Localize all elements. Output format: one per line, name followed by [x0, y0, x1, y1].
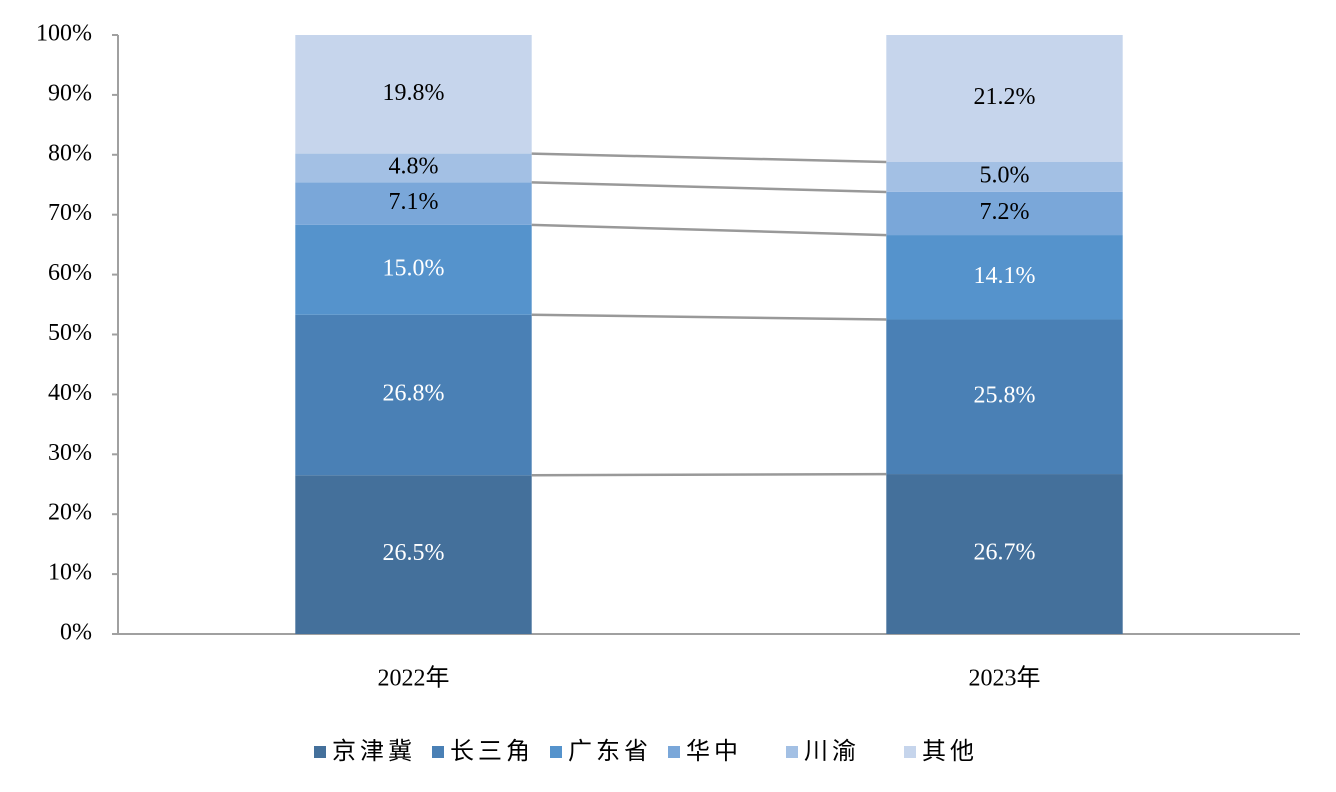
- bar-segment: [295, 224, 532, 315]
- data-label: 4.8%: [389, 153, 439, 179]
- y-tick-label: 100%: [36, 21, 92, 47]
- bar-segment: [295, 475, 532, 634]
- legend-label: 广东省: [568, 737, 652, 765]
- y-tick-label: 20%: [48, 500, 92, 526]
- y-tick-label: 70%: [48, 200, 92, 226]
- data-label: 25.8%: [974, 382, 1036, 408]
- y-tick-label: 90%: [48, 80, 92, 106]
- legend-swatch: [432, 746, 444, 758]
- y-tick-label: 40%: [48, 380, 92, 406]
- connector-line: [531, 152, 887, 164]
- connector-line: [531, 313, 887, 321]
- bar-segment: [295, 35, 532, 154]
- y-tick-label: 10%: [48, 560, 92, 586]
- bar-segment: [295, 314, 532, 476]
- x-tick-label: 2022年: [378, 665, 450, 692]
- y-tick-label: 0%: [60, 620, 92, 646]
- bar-segment: [886, 474, 1123, 634]
- data-label: 5.0%: [980, 162, 1030, 188]
- data-label: 26.5%: [383, 540, 445, 566]
- legend-label: 其他: [922, 737, 978, 765]
- bar-segment: [295, 153, 532, 183]
- bar-segment: [886, 235, 1123, 320]
- legend-swatch: [550, 746, 562, 758]
- legend-label: 华中: [686, 737, 742, 765]
- y-tick-label: 80%: [48, 140, 92, 166]
- bar-segment: [886, 319, 1123, 475]
- legend-swatch: [786, 746, 798, 758]
- legend-label: 京津冀: [332, 737, 416, 765]
- data-label: 26.7%: [974, 540, 1036, 566]
- bar-segment: [886, 161, 1123, 192]
- data-label: 26.8%: [383, 380, 445, 406]
- y-tick-label: 60%: [48, 260, 92, 286]
- bar-segment: [886, 191, 1123, 236]
- bar-segment: [886, 35, 1123, 162]
- data-label: 14.1%: [974, 263, 1036, 289]
- data-label: 21.2%: [974, 84, 1036, 110]
- legend-swatch: [314, 746, 326, 758]
- x-tick-label: 2023年: [969, 665, 1041, 692]
- connector-line: [531, 223, 887, 237]
- legend-label: 长三角: [450, 737, 534, 765]
- legend-swatch: [904, 746, 916, 758]
- y-tick-label: 50%: [48, 320, 92, 346]
- legend-label: 川渝: [804, 737, 860, 765]
- data-label: 19.8%: [383, 80, 445, 106]
- data-label: 7.1%: [389, 189, 439, 215]
- data-label: 15.0%: [383, 255, 445, 281]
- connector-line: [531, 181, 887, 194]
- y-tick-label: 30%: [48, 440, 92, 466]
- legend-swatch: [668, 746, 680, 758]
- data-label: 7.2%: [980, 199, 1030, 225]
- bar-segment: [295, 182, 532, 225]
- connector-line: [531, 472, 887, 477]
